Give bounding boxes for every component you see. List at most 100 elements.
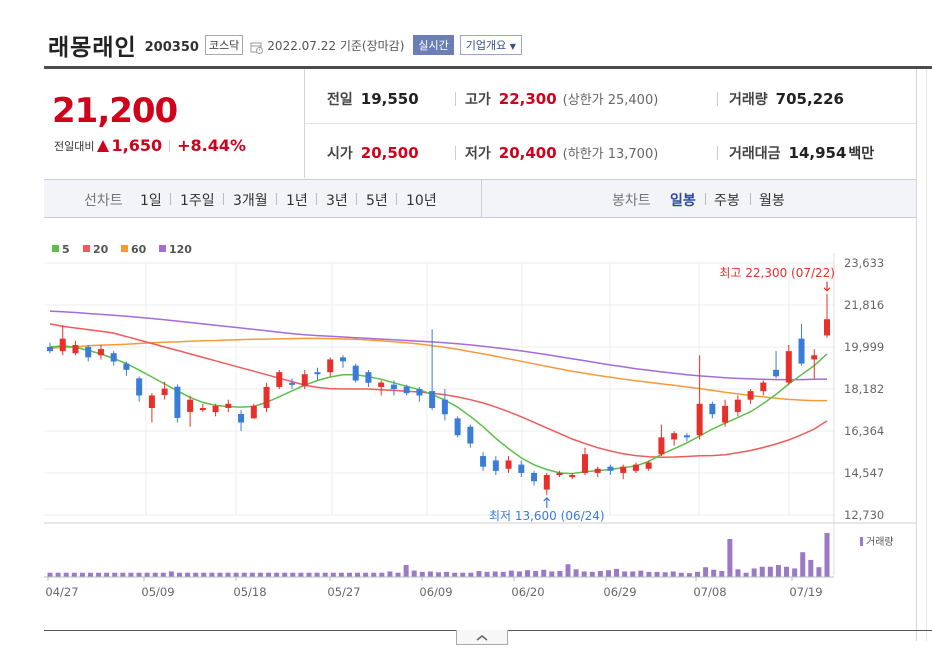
divider [316,193,317,205]
ma60-line [49,337,827,402]
stat-volume: 거래량 705,226 [729,89,844,109]
candle-body [85,346,92,358]
legend-label: 5 [62,243,70,256]
volume-bar [767,566,773,577]
tab-1w[interactable]: 1주일 [180,193,215,209]
volume-bar [751,568,757,577]
tab-3y[interactable]: 3년 [326,193,348,209]
volume-bar [468,572,474,577]
candle-body [467,426,474,444]
volume-bar [338,572,344,577]
company-name: 래몽래인 [48,35,137,61]
y-tick-label: 23,633 [844,256,884,270]
volume-bar [516,571,522,577]
change-amount: 1,650 [111,136,163,155]
x-tick-label: 07/19 [789,585,822,599]
volume-bar [152,572,158,577]
line-chart-label: 선차트 [84,193,123,209]
company-info-dropdown[interactable]: 기업개요 ▼ [459,35,522,55]
volume-bar [508,570,514,577]
candle-body [671,433,678,440]
stat-label: 거래대금 [729,146,781,162]
divider [481,180,482,217]
volume-bar [225,572,231,577]
candle-body [722,405,729,423]
candlestick-chart[interactable]: 23,633 21,816 19,999 18,182 16,364 14,547 12,7… [44,235,916,630]
volume-bar [209,572,215,577]
candle-body [683,435,690,438]
volume-bar [816,567,822,577]
candle-body [632,464,639,471]
y-tick-label: 18,182 [844,382,884,396]
tab-1d[interactable]: 1일 [140,193,162,209]
volume-bar [274,572,280,577]
stat-label: 시가 [327,146,353,162]
volume-bar [419,571,425,577]
stat-label: 저가 [465,146,491,162]
divider [396,193,397,205]
volume-bar [241,572,247,577]
volume-bar [306,572,312,577]
collapse-toggle[interactable] [456,630,508,645]
volume-bar [427,571,433,577]
high-annotation: 최고 22,300 (07/22) [719,266,835,280]
volume-bar [597,571,603,577]
volume-bar [549,571,555,577]
candle-body [492,460,499,471]
change-label: 전일대비 [54,139,95,153]
volume-bar [266,572,272,577]
volume-bar [330,572,336,577]
divider [356,193,357,205]
low-annotation: 최저 13,600 (06/24) [489,509,605,523]
volume-bar [314,572,320,577]
volume-bar [379,572,385,577]
candle-body [607,466,614,471]
stat-value: 20,500 [360,144,419,162]
tab-5y[interactable]: 5년 [366,193,388,209]
volume-bar [541,569,547,577]
candle-body [250,405,257,419]
volume-bar [743,572,749,577]
tab-monthly[interactable]: 월봉 [759,193,785,209]
realtime-button[interactable]: 실시간 [413,35,454,55]
volume-bar [144,572,150,577]
x-tick-label: 07/08 [693,585,726,599]
candle-body [658,437,665,455]
stats-panel: 전일 19,550 고가 22,300 (상한가 25,400) 거래량 705… [305,69,917,178]
tab-weekly[interactable]: 주봉 [714,193,740,209]
volume-bar [452,572,458,577]
volume-bar [476,571,482,577]
legend-label: 60 [131,243,147,256]
candle-body [518,464,525,473]
volume-bar [387,571,393,577]
candle-body [136,378,143,396]
volume-bar [711,569,717,577]
volume-bar [201,572,207,577]
calendar-icon [250,39,264,54]
volume-legend-swatch [860,537,863,546]
candle-body [569,475,576,478]
volume-bar [120,572,126,577]
stat-amount: 거래대금 14,954 백만 [729,143,874,163]
volume-bar [605,570,611,577]
volume-bar [784,566,790,577]
candle-body [811,355,818,360]
stat-value: 20,400 [498,144,557,162]
candle-body [339,357,346,362]
volume-bar [670,571,676,577]
stat-unit: 백만 [848,146,875,162]
volume-bar [622,571,628,577]
volume-bar [298,572,304,577]
market-badge: 코스닥 [204,35,244,55]
candle-body [620,466,627,473]
candle-body [581,454,588,473]
tab-1y[interactable]: 1년 [286,193,308,209]
volume-bar [719,571,725,577]
candle-body [556,472,563,476]
tab-10y[interactable]: 10년 [406,193,437,209]
volume-bar [678,572,684,577]
y-tick-label: 16,364 [844,424,884,438]
tab-3m[interactable]: 3개월 [233,193,268,209]
legend-swatch [159,245,166,252]
tab-daily[interactable]: 일봉 [670,193,696,209]
